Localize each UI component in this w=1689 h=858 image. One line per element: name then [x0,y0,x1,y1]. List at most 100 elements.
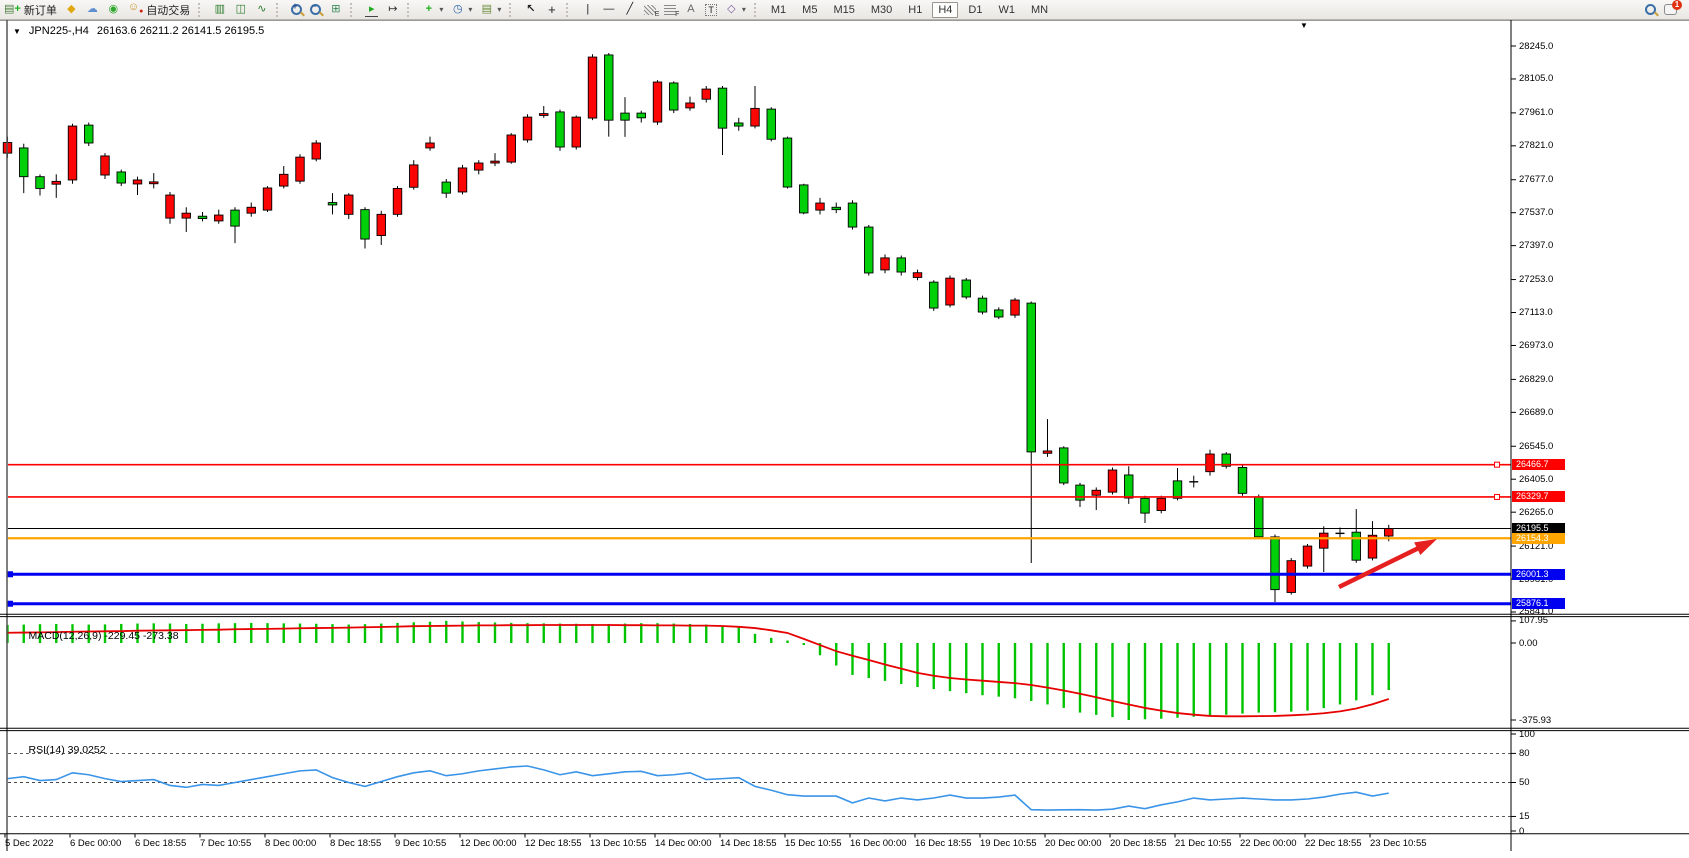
timeframe-m1[interactable]: M1 [770,3,787,16]
notification-badge: 1 [1672,0,1682,10]
candle [1367,534,1378,559]
text-icon: A [687,3,695,15]
vertical-line-icon: | [586,3,590,15]
signals-icon: ◉ [108,3,119,15]
one-click-trading-arrow-icon[interactable]: ▼ [13,26,21,36]
bar-chart-button[interactable]: ▥ [209,1,230,18]
candle [360,209,370,240]
vertical-line-tool-button[interactable]: | [577,1,598,18]
candle [1351,531,1361,561]
line-chart-icon: ∿ [257,3,267,15]
toolbar-separator [198,2,206,17]
toolbar-separator [407,2,415,17]
candle [1026,302,1036,453]
crosshair-tool-button[interactable]: + [541,1,562,18]
trend-arrow[interactable] [1338,544,1422,590]
chart-shift-button[interactable]: ↦ [382,1,403,18]
candle [669,82,679,111]
chart-window[interactable] [0,20,1689,858]
candle [685,102,695,109]
candle [734,122,744,127]
candle [506,134,516,163]
candle [799,184,809,214]
candle [35,176,45,189]
auto-scroll-button[interactable]: ▸ [361,1,382,18]
timeframe-h1[interactable]: H1 [908,3,923,16]
timeframe-mn[interactable]: MN [1030,3,1049,16]
text-tool-button[interactable]: A [680,1,701,18]
candlestick-chart-icon: ◫ [235,3,247,15]
line-handle[interactable] [1494,493,1500,500]
candle [100,155,110,176]
candle [636,112,646,119]
candlestick-chart-button[interactable]: ◫ [230,1,251,18]
new-order-button[interactable]: ▤+ 新订单 [0,1,61,18]
chart-title[interactable]: ▼ JPN225-,H4 26163.6 26211.2 26141.5 261… [13,25,264,37]
line-handle[interactable] [7,571,13,578]
candle [376,213,386,236]
templates-button[interactable]: ▤ ▾ [476,1,505,18]
candle [701,88,711,100]
line-chart-button[interactable]: ∿ [251,1,272,18]
timeframe-m30[interactable]: M30 [870,3,893,16]
horizontal-line-tool-button[interactable]: — [598,1,619,18]
candle [1124,474,1134,499]
tile-windows-icon: ⊞ [331,3,341,15]
chat-button[interactable]: 1 [1660,0,1682,18]
indicators-button[interactable]: + ▾ [418,1,447,18]
candle [67,125,78,181]
candle [1254,496,1264,538]
timeframe-m15[interactable]: M15 [833,3,855,16]
line-handle[interactable] [1494,461,1500,468]
cursor-icon: ↖ [526,3,536,15]
zoom-out-button[interactable]: − [306,1,325,18]
candle [766,108,776,140]
candle [1075,484,1085,501]
metaeditor-button[interactable]: ◆ [61,1,82,18]
candle [116,171,126,184]
shapes-icon: ◇ [727,3,736,15]
candle [1091,489,1101,496]
chart-canvas[interactable] [0,20,1689,858]
community-button[interactable]: ☁ [82,1,103,18]
candle [717,87,728,129]
label-tool-button[interactable]: T [701,1,721,18]
fibonacci-icon: F [664,4,679,18]
signals-button[interactable]: ◉ [103,1,124,18]
community-icon: ☁ [86,3,98,15]
shapes-tool-button[interactable]: ◇ ▾ [721,1,750,18]
zoom-out-icon: − [310,1,322,15]
candle [652,81,663,123]
fibonacci-tool-button[interactable]: F [660,1,680,18]
line-handle[interactable] [7,600,13,607]
trendline-tool-button[interactable]: ╱ [619,1,640,18]
candle [295,156,305,182]
timeframe-m5[interactable]: M5 [802,3,818,16]
text-label-icon: T [705,3,717,16]
candle [246,206,256,214]
candle [84,124,94,144]
autotrading-icon: ☺● [127,0,144,16]
cursor-tool-button[interactable]: ↖ [520,1,541,18]
candle [165,194,175,219]
chevron-down-icon: ▾ [497,5,502,14]
timeframe-group: M1 M5 M15 M30 H1 H4 D1 W1 MN [765,1,1054,18]
autotrading-button[interactable]: ☺● 自动交易 [124,1,194,18]
candle [1302,545,1313,567]
candle [1237,466,1248,494]
tile-windows-button[interactable]: ⊞ [325,1,346,18]
candle [279,173,289,187]
timeframe-d1[interactable]: D1 [968,3,983,16]
periods-button[interactable]: ◷ ▾ [447,1,476,18]
candle [896,257,906,273]
candle [181,212,191,219]
channel-tool-button[interactable]: E [640,1,660,18]
timeframe-h4[interactable]: H4 [932,1,959,18]
candle [961,279,971,298]
timeframe-w1[interactable]: W1 [998,3,1015,16]
zoom-in-button[interactable]: + [287,1,306,18]
chart-shift-icon: ↦ [388,3,398,15]
search-button[interactable] [1641,1,1660,18]
candle [620,112,630,121]
candle [311,142,321,160]
